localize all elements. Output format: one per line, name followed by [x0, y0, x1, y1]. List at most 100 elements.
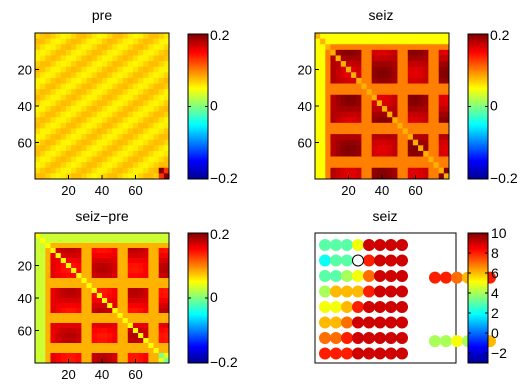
heatmap-cell [107, 173, 113, 180]
heatmap-cell [315, 128, 321, 135]
heatmap-cell [330, 77, 337, 84]
heatmap-cell [143, 122, 149, 129]
heatmap-cell [387, 55, 393, 62]
heatmap-cell [366, 156, 373, 163]
heatmap-cell [71, 268, 77, 274]
heatmap-cell [153, 139, 160, 146]
heatmap-cell [96, 38, 103, 45]
heatmap-cell [86, 61, 93, 68]
heatmap-cell [122, 38, 129, 45]
heatmap-cell [356, 100, 362, 107]
heatmap-cell [117, 308, 124, 314]
heatmap-cell [153, 233, 160, 239]
heatmap-cell [148, 318, 154, 324]
heatmap-cell [335, 162, 342, 169]
scatter-point [396, 316, 408, 329]
heatmap-cell [143, 353, 149, 359]
heatmap-cell [320, 139, 326, 146]
heatmap-cell [40, 122, 46, 129]
heatmap-cell [407, 72, 414, 79]
heatmap-cell [50, 117, 57, 124]
heatmap-cell [35, 358, 41, 364]
heatmap-cell [50, 122, 57, 129]
heatmap-cell [138, 106, 144, 113]
heatmap-cell [138, 318, 144, 324]
heatmap-cell [138, 343, 144, 349]
heatmap-cell [86, 83, 93, 90]
heatmap-cell [163, 358, 170, 364]
heatmap-cell [158, 293, 165, 299]
heatmap-cell [148, 303, 154, 309]
heatmap-cell [117, 77, 124, 84]
heatmap-cell [102, 156, 108, 163]
heatmap-cell [91, 61, 98, 68]
heatmap-cell [158, 61, 165, 68]
heatmap-cell [40, 156, 46, 163]
heatmap-cell [330, 162, 337, 169]
heatmap-cell [102, 343, 108, 349]
heatmap-cell [107, 55, 113, 62]
heatmap-cell [122, 303, 129, 309]
heatmap-cell [55, 248, 62, 254]
heatmap-cell [81, 83, 87, 90]
heatmap-cell [138, 145, 144, 152]
heatmap-cell [371, 134, 378, 141]
heatmap-cell [153, 258, 160, 264]
heatmap-cell [148, 258, 154, 264]
heatmap-cell [163, 145, 170, 152]
heatmap-cell [340, 77, 347, 84]
heatmap-cell [127, 293, 134, 299]
heatmap-cell [387, 128, 393, 135]
heatmap-cell [158, 111, 165, 118]
heatmap-cell [112, 106, 118, 113]
heatmap-cell [153, 134, 160, 141]
heatmap-cell [71, 283, 77, 289]
heatmap-cell [55, 55, 62, 62]
heatmap-cell [50, 238, 57, 244]
heatmap-cell [91, 313, 98, 319]
heatmap-cell [356, 173, 362, 180]
heatmap-cell [55, 263, 62, 269]
heatmap-cell [148, 288, 154, 294]
heatmap-cell [107, 111, 113, 118]
heatmap-cell [86, 134, 93, 141]
heatmap-cell [91, 66, 98, 73]
scatter-point [363, 347, 375, 360]
heatmap-cell [102, 353, 108, 359]
heatmap-cell [143, 243, 149, 249]
heatmap-cell [153, 128, 160, 135]
heatmap-cell [153, 33, 160, 40]
heatmap-cell [382, 77, 388, 84]
heatmap-cell [138, 313, 144, 319]
heatmap-cell [127, 263, 134, 269]
heatmap-cell [143, 283, 149, 289]
heatmap-cell [86, 162, 93, 169]
heatmap-cell [407, 106, 414, 113]
heatmap-cell [122, 238, 129, 244]
heatmap-cell [153, 318, 160, 324]
heatmap-cell [438, 111, 445, 118]
heatmap-cell [71, 145, 77, 152]
heatmap-cell [387, 111, 393, 118]
heatmap-cell [153, 323, 160, 329]
heatmap-cell [345, 38, 352, 45]
heatmap-cell [76, 100, 82, 107]
heatmap-cell [418, 128, 424, 135]
heatmap-cell [148, 328, 154, 334]
heatmap-cell [35, 111, 41, 118]
heatmap-cell [40, 66, 46, 73]
heatmap-cell [91, 106, 98, 113]
heatmap-cell [371, 122, 378, 129]
heatmap-cell [443, 122, 450, 129]
heatmap-cell [143, 288, 149, 294]
heatmap-cell [65, 338, 72, 344]
heatmap-cell [81, 283, 87, 289]
heatmap-cell [392, 72, 398, 79]
heatmap-cell [96, 253, 103, 259]
heatmap-cell [127, 273, 134, 279]
heatmap-cell [438, 38, 445, 45]
heatmap-cell [76, 233, 82, 239]
heatmap-cell [402, 139, 409, 146]
heatmap-cell [107, 106, 113, 113]
heatmap-cell [81, 298, 87, 304]
